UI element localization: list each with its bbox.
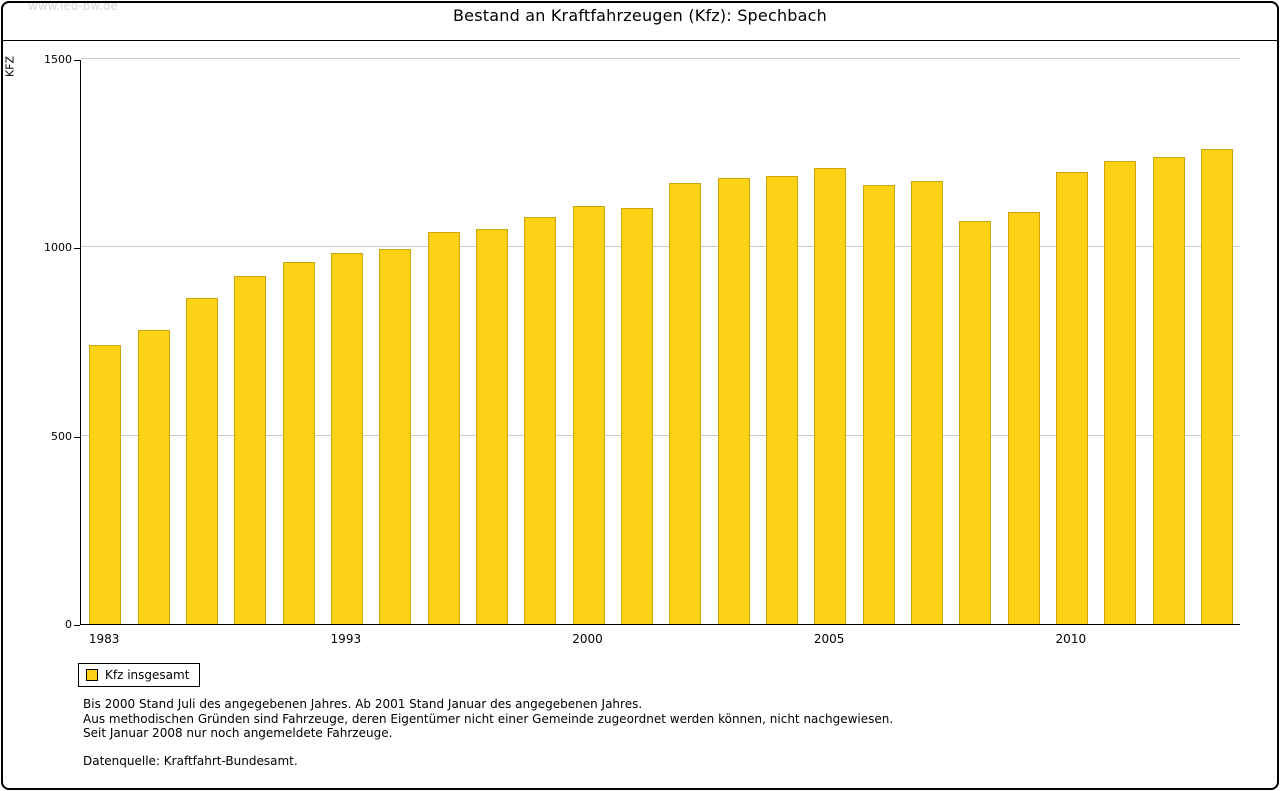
y-tick-mark bbox=[74, 248, 80, 250]
y-tick-label: 1500 bbox=[44, 53, 72, 66]
bar-2009 bbox=[1007, 211, 1040, 624]
bar-2000 bbox=[572, 205, 605, 624]
bar-2012 bbox=[1152, 156, 1185, 624]
y-axis-label: KFZ bbox=[3, 55, 17, 78]
bar-2003 bbox=[717, 177, 750, 624]
gridline-1500 bbox=[81, 58, 1240, 59]
bar-2005 bbox=[814, 168, 847, 624]
x-tick-label: 2005 bbox=[813, 632, 845, 646]
bar-2001 bbox=[620, 207, 653, 624]
legend-label: Kfz insgesamt bbox=[105, 668, 190, 682]
bar-2007 bbox=[910, 181, 943, 624]
y-tick-mark bbox=[74, 625, 80, 626]
chart-title: Bestand an Kraftfahrzeugen (Kfz): Spechb… bbox=[453, 6, 827, 25]
y-tick-mark bbox=[74, 436, 80, 438]
title-divider bbox=[3, 40, 1277, 41]
bar-2002 bbox=[669, 183, 702, 624]
bar-2006 bbox=[862, 185, 895, 624]
footnotes: Bis 2000 Stand Juli des angegebenen Jahr… bbox=[83, 697, 893, 768]
bar-1998 bbox=[475, 228, 508, 624]
legend-swatch-icon bbox=[86, 669, 98, 681]
bar-1997 bbox=[427, 232, 460, 624]
bar-1993 bbox=[330, 252, 363, 624]
x-tick-label: 1983 bbox=[88, 632, 120, 646]
bar-1989 bbox=[234, 275, 267, 624]
footnote-line-2: Aus methodischen Gründen sind Fahrzeuge,… bbox=[83, 711, 894, 726]
data-source: Datenquelle: Kraftfahrt-Bundesamt. bbox=[83, 753, 298, 768]
gridline-500 bbox=[81, 434, 1240, 436]
bar-1995 bbox=[379, 249, 412, 624]
x-tick-label: 1993 bbox=[330, 632, 362, 646]
legend: Kfz insgesamt bbox=[78, 663, 201, 687]
plot-area bbox=[80, 58, 1240, 625]
watermark: www.leo-bw.de bbox=[28, 0, 118, 13]
bar-1987 bbox=[185, 298, 218, 624]
y-tick-label: 500 bbox=[51, 429, 72, 443]
x-tick-label: 2000 bbox=[572, 632, 603, 646]
bar-2013 bbox=[1200, 149, 1233, 624]
bar-1999 bbox=[524, 217, 557, 624]
y-tick-label: 0 bbox=[65, 618, 72, 631]
bar-1991 bbox=[282, 262, 315, 624]
bar-2004 bbox=[765, 175, 798, 624]
bar-2011 bbox=[1104, 160, 1137, 624]
bar-1985 bbox=[137, 330, 170, 624]
footnote-line-1: Bis 2000 Stand Juli des angegebenen Jahr… bbox=[83, 697, 643, 711]
footnote-line-3: Seit Januar 2008 nur noch angemeldete Fa… bbox=[83, 726, 393, 740]
bar-1983 bbox=[89, 345, 122, 624]
gridline-1000 bbox=[81, 246, 1240, 248]
bar-2008 bbox=[959, 220, 992, 624]
x-tick-label: 2010 bbox=[1055, 632, 1087, 646]
y-tick-label: 1000 bbox=[44, 241, 72, 255]
bar-2010 bbox=[1055, 172, 1088, 624]
y-tick-mark bbox=[74, 60, 80, 61]
